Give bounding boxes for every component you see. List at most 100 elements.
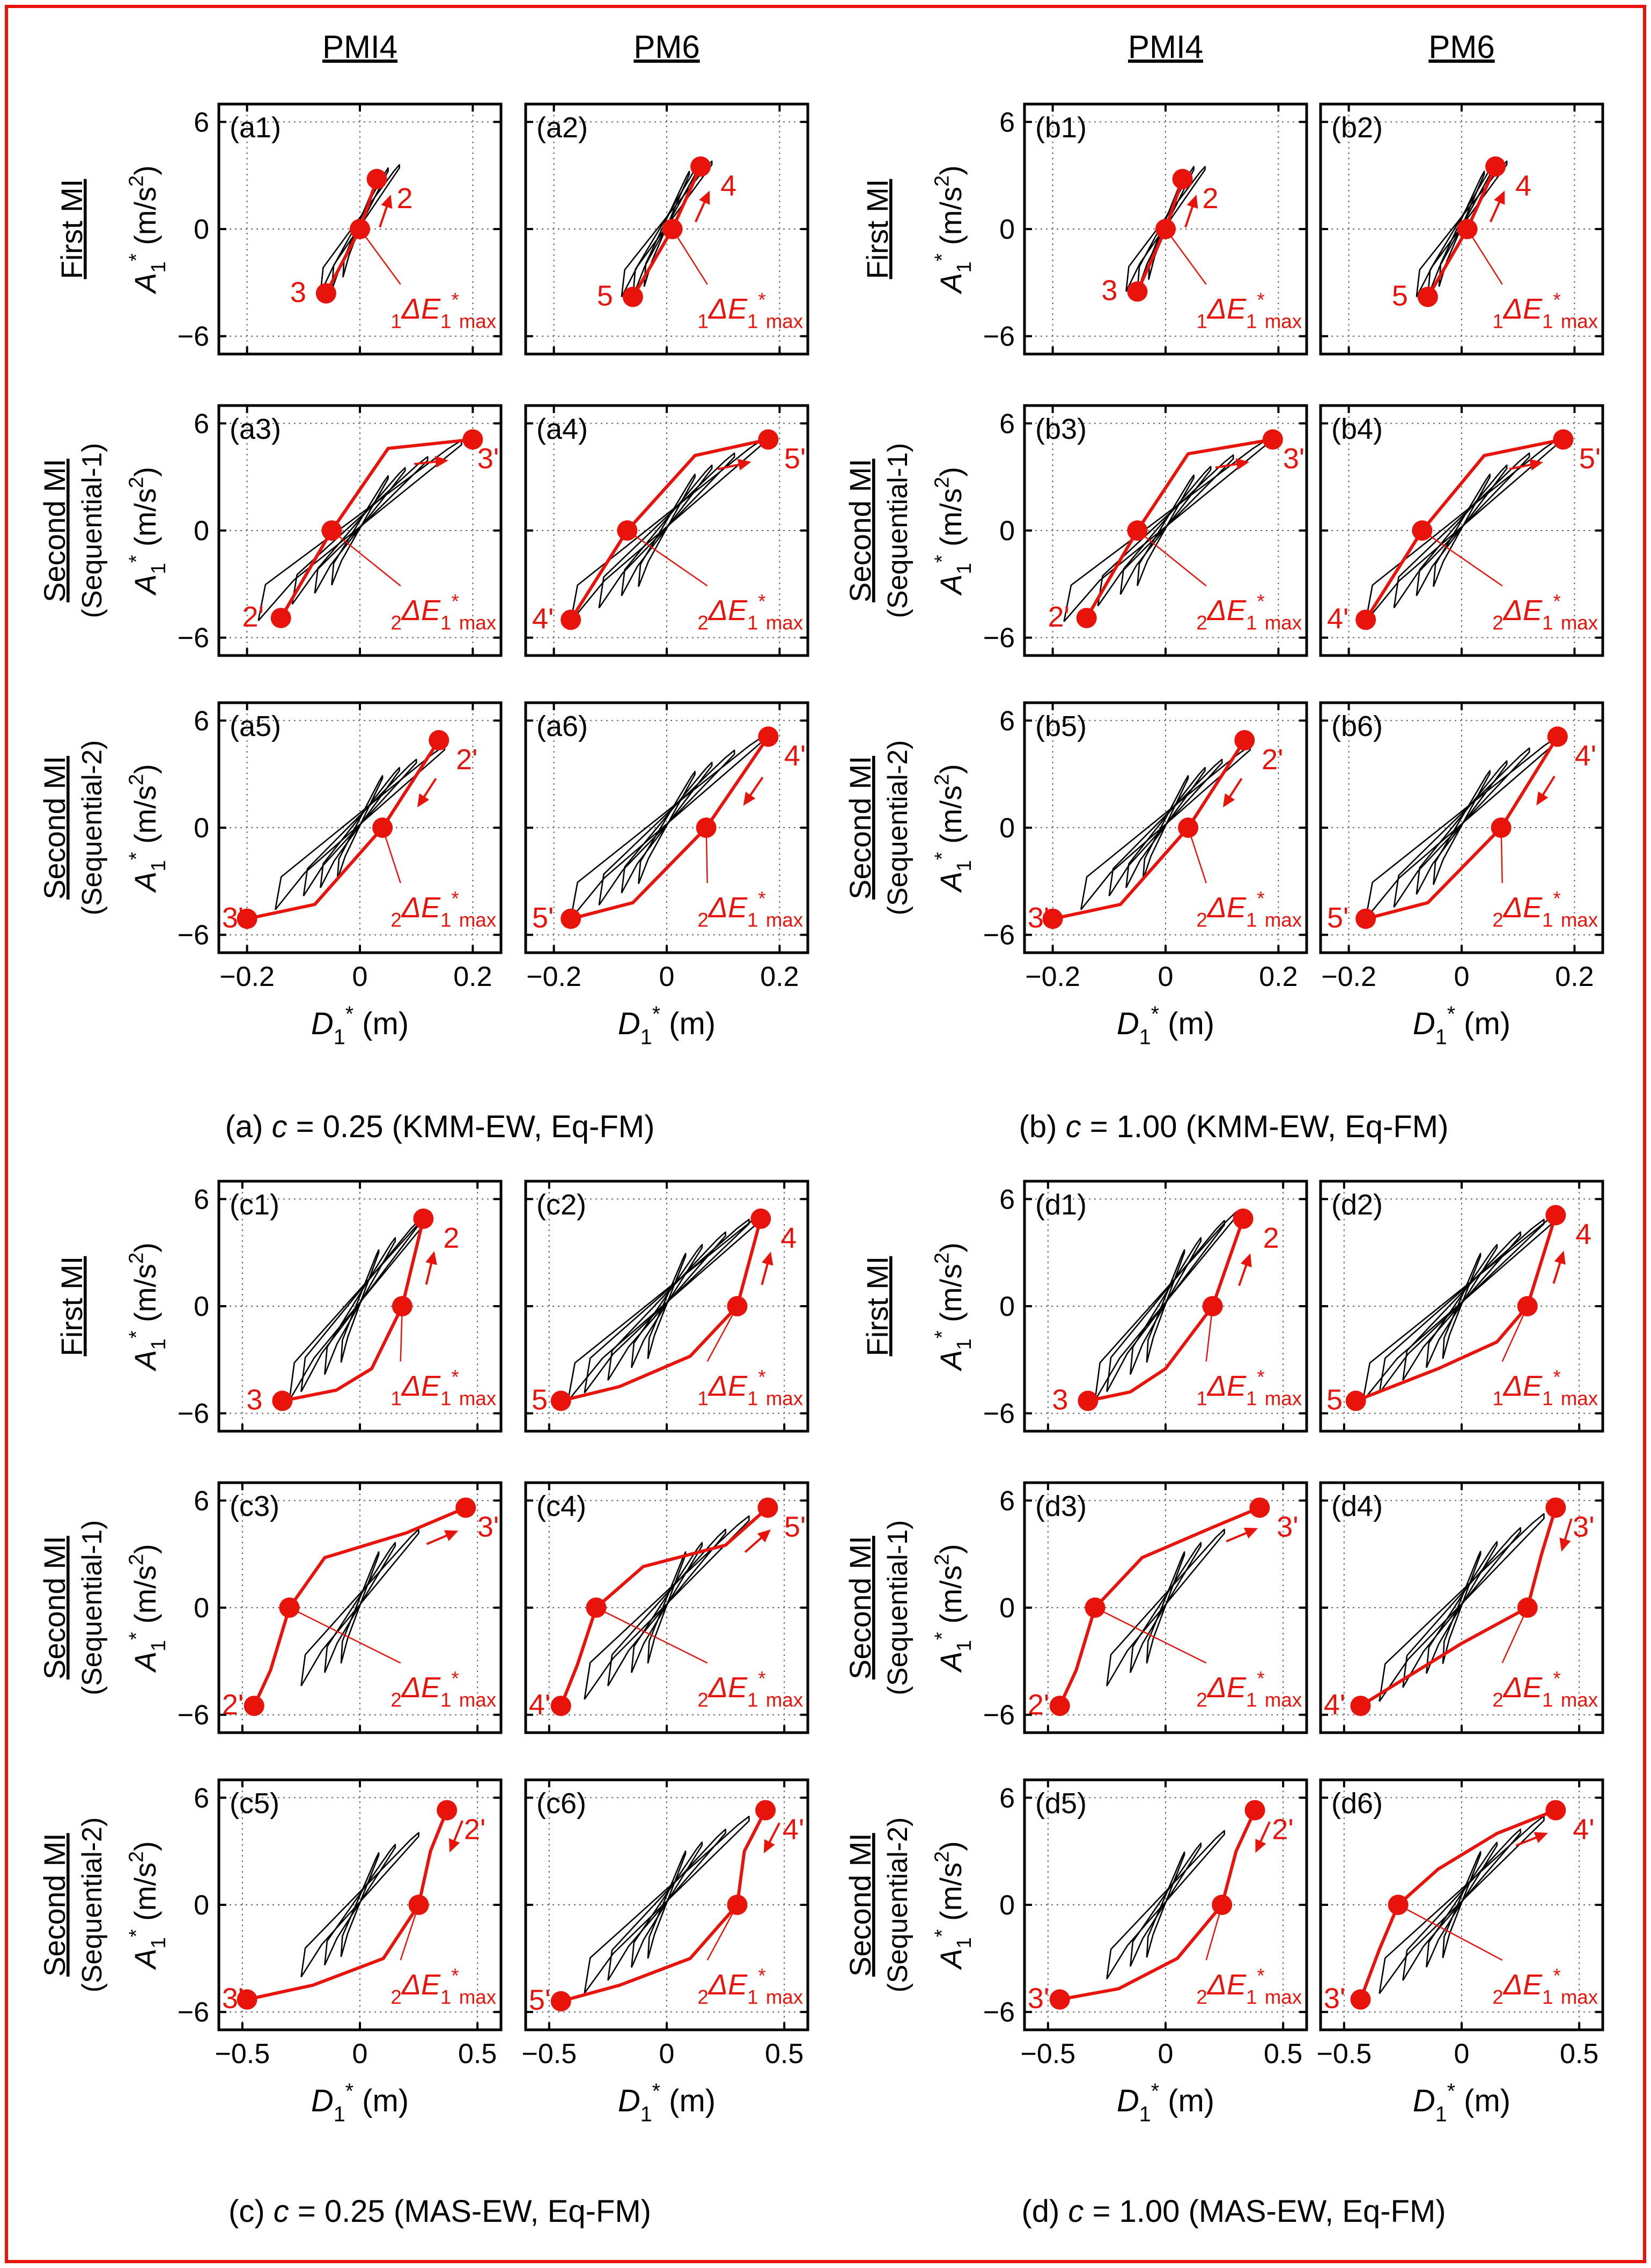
hysteresis-loop — [621, 465, 713, 597]
hysteresis-loop — [638, 771, 696, 885]
peak-label: 5' — [1327, 902, 1348, 934]
panel-label: (a1) — [230, 112, 281, 144]
peak-marker — [1262, 429, 1283, 450]
row-label-sub: (Sequential-1) — [77, 443, 108, 618]
peak-marker — [757, 1497, 778, 1518]
x-tick-label: −0.5 — [1021, 2038, 1076, 2070]
direction-arrow-head — [381, 194, 393, 209]
hysteresis-loop — [1097, 454, 1234, 607]
hysteresis-loop — [621, 762, 713, 894]
peak-label: 3' — [1277, 1511, 1298, 1543]
peak-marker — [1049, 1696, 1070, 1717]
y-tick-label: −6 — [983, 1997, 1015, 2028]
peak-marker — [1042, 908, 1063, 929]
column-header: PM6 — [1428, 29, 1494, 65]
x-tick-label: −0.2 — [219, 961, 275, 992]
y-tick-label: 6 — [999, 705, 1015, 737]
hysteresis-loop — [320, 164, 400, 294]
x-axis-label: D1* (m) — [618, 1003, 716, 1049]
direction-arrow-head — [1534, 1832, 1548, 1843]
peak-label: 4 — [1515, 170, 1531, 202]
x-tick-label: 0.2 — [760, 961, 799, 992]
energy-annotation: 2ΔE1*max — [1492, 1667, 1598, 1711]
hysteresis-loop — [1119, 466, 1212, 595]
row-label: Second MI (Sequential-1) — [38, 1520, 108, 1696]
x-tick-label: 0.5 — [1560, 2038, 1598, 2070]
column-header: PMI4 — [1128, 29, 1203, 65]
highlight-path — [1364, 735, 1559, 921]
peak-label: 4' — [783, 1814, 804, 1846]
energy-annotation: 2ΔE1*max — [1196, 1964, 1302, 2008]
highlight-path — [279, 438, 475, 620]
direction-arrow-head — [762, 1251, 773, 1266]
annotation-leader — [1137, 530, 1207, 587]
x-axis-label: D1* (m) — [1413, 1003, 1510, 1049]
hysteresis-loop — [320, 767, 400, 888]
y-axis-label-text: A1* (m/s2) — [125, 165, 169, 294]
peak-label: 3' — [1283, 443, 1304, 475]
panel-c1: 2 3 1ΔE1*max (c1) −6 0 6 A1* (m/s2) First MI — [55, 1180, 503, 1433]
panel-label: (d4) — [1331, 1490, 1383, 1522]
peak-label: 3' — [1028, 1982, 1049, 2014]
energy-marker — [662, 219, 683, 239]
direction-arrow-head — [1222, 793, 1235, 808]
y-tick-label: 0 — [999, 516, 1015, 547]
energy-annotation: 2ΔE1*max — [697, 887, 803, 931]
hysteresis-loop — [1416, 465, 1508, 597]
captions-layer: (a) c = 0.25 (KMM-EW, Eq-FM) (b) c = 1.00… — [225, 1109, 1449, 2229]
y-axis-label-text: A1* (m/s2) — [931, 165, 975, 294]
peak-label: 2' — [1262, 743, 1283, 776]
y-tick-label: 0 — [194, 813, 209, 844]
peak-marker — [237, 908, 257, 929]
peak-label: 3 — [290, 276, 306, 308]
y-tick-label: −6 — [983, 1700, 1015, 1731]
y-tick-label: 0 — [999, 214, 1015, 245]
group-caption: (b) c = 1.00 (KMM-EW, Eq-FM) — [1019, 1109, 1449, 1144]
row-label-main: Second MI — [843, 1536, 877, 1680]
annotation-leader — [1421, 529, 1503, 587]
headers-layer: PMI4 PM6 PMI4 PM6 — [322, 29, 1495, 65]
hysteresis-loop — [598, 749, 735, 906]
peak-marker — [1350, 1696, 1371, 1717]
peak-label: 3 — [1101, 275, 1117, 307]
y-axis-label-text: A1* (m/s2) — [931, 467, 975, 596]
y-axis-label: A1* (m/s2) — [931, 764, 975, 893]
column-header: PMI4 — [322, 29, 397, 65]
direction-arrow-head — [1255, 1838, 1266, 1853]
peak-marker — [437, 1800, 458, 1821]
hysteresis-loop — [1442, 1551, 1482, 1665]
peak-marker — [1244, 1800, 1265, 1821]
peak-label: 5 — [532, 1383, 548, 1416]
peak-marker — [462, 429, 483, 450]
direction-arrow-head — [1186, 194, 1198, 209]
peak-label: 2' — [464, 1814, 485, 1846]
x-tick-label: 0 — [1454, 961, 1470, 992]
panel-label: (c3) — [230, 1490, 279, 1522]
energy-marker — [586, 1597, 607, 1618]
highlight-path — [559, 1506, 770, 1708]
y-tick-label: −6 — [178, 1997, 209, 2028]
panel-b3: 3' 2' 2ΔE1*max (b3) −6 0 6 A1* (m/s2) Second MI(… — [843, 404, 1308, 657]
row-label: Second MI (Sequential-2) — [843, 740, 913, 916]
panel-label: (c6) — [536, 1787, 586, 1820]
annotation-leader — [1164, 229, 1207, 285]
row-label-main: Second MI — [38, 459, 71, 602]
peak-marker — [758, 429, 779, 450]
panel-a3: 3' 2' 2ΔE1*max (a3) −6 0 6 A1* (m/s2) Second MI(… — [38, 404, 503, 657]
row-label-main: First MI — [55, 179, 89, 279]
x-tick-label: 0.5 — [458, 2038, 497, 2070]
panel-label: (b3) — [1035, 413, 1087, 445]
row-label-main: Second MI — [38, 1536, 71, 1680]
y-tick-label: −6 — [178, 321, 209, 352]
peak-marker — [561, 609, 581, 630]
row-label-sub: (Sequential-2) — [77, 740, 108, 916]
y-tick-label: 0 — [999, 1890, 1015, 1921]
y-tick-label: 0 — [999, 1593, 1015, 1624]
energy-marker — [1491, 818, 1512, 838]
peak-marker — [1078, 1390, 1099, 1411]
highlight-path — [559, 1808, 768, 2003]
peak-marker — [1545, 1800, 1566, 1821]
y-tick-label: −6 — [178, 920, 209, 951]
energy-annotation: 1ΔE1*max — [1492, 289, 1598, 332]
y-tick-label: 6 — [194, 107, 209, 138]
